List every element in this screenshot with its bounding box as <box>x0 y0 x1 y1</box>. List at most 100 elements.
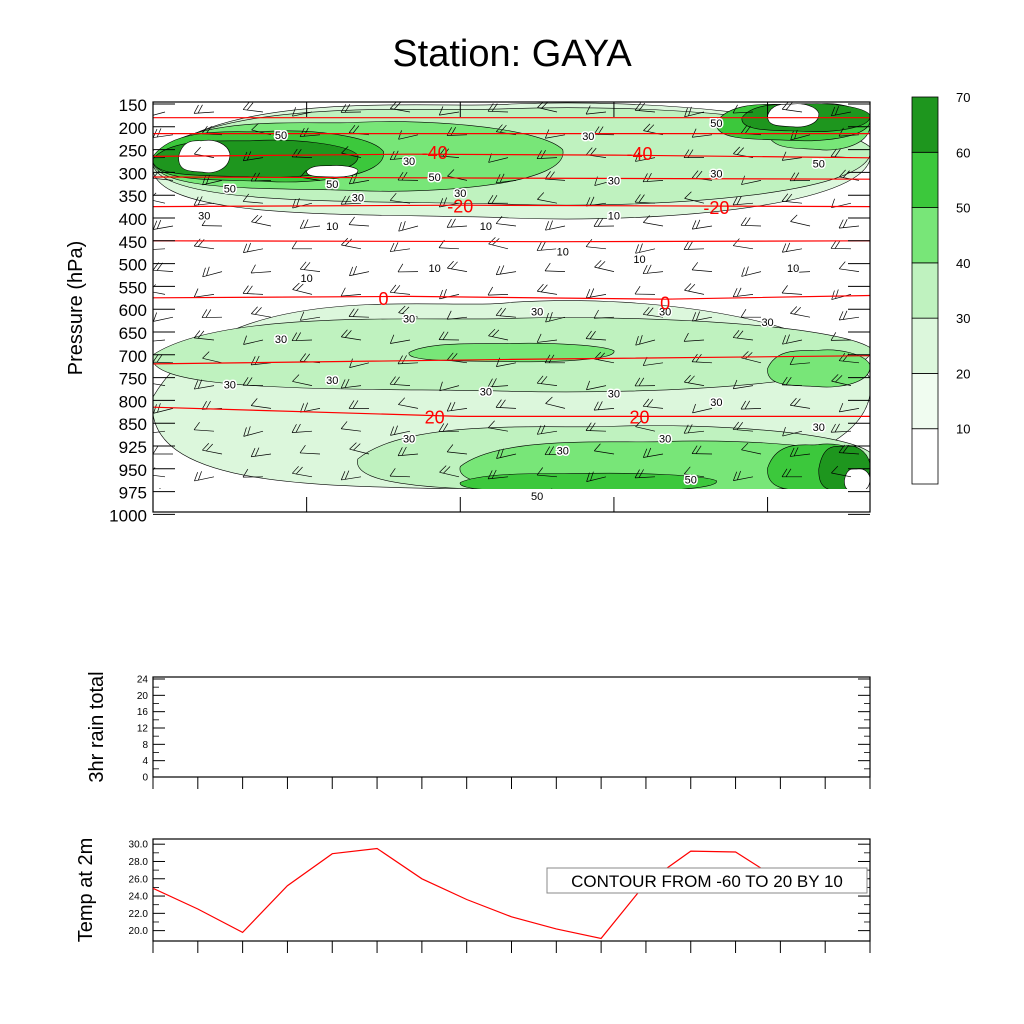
wind-barb <box>740 400 762 410</box>
wind-barb <box>838 310 860 321</box>
wind-contour-label: 30 <box>531 306 543 318</box>
wind-barb <box>545 311 566 323</box>
wind-contour-label: 50 <box>326 179 338 191</box>
wind-contour-label: 30 <box>224 379 236 391</box>
wind-barb <box>790 489 811 499</box>
wind-barb <box>496 448 517 459</box>
wind-barb <box>153 284 166 295</box>
wind-barb <box>586 380 607 391</box>
wind-barb <box>643 490 664 499</box>
wind-barb <box>153 382 166 386</box>
wind-speed-fills <box>153 102 870 489</box>
wind-contour-label: 30 <box>454 188 466 200</box>
wind-barb <box>691 262 713 272</box>
y-tick-label: 30.0 <box>129 840 149 851</box>
wind-contour-label: 30 <box>403 313 415 325</box>
wind-barb <box>536 467 558 478</box>
wind-barb <box>537 102 558 113</box>
pressure-tick-label: 450 <box>119 233 147 252</box>
pressure-tick-label: 250 <box>119 142 147 161</box>
wind-barbs <box>153 102 860 505</box>
colorbar-box <box>911 262 939 319</box>
temperature-axes: 20.0 22.0 24.0 26.0 28.0 30.0 <box>129 840 871 953</box>
temperature-contour-line <box>153 406 870 417</box>
wind-contour-label: 30 <box>326 375 338 387</box>
wind-contour-label: 30 <box>659 306 671 318</box>
wind-barb <box>250 264 272 274</box>
wind-speed-region <box>306 165 359 178</box>
wind-barb <box>153 487 165 489</box>
wind-barb <box>340 195 362 205</box>
wind-barb <box>389 284 411 295</box>
wind-barb <box>782 426 803 437</box>
wind-contour-label: 10 <box>557 246 569 258</box>
wind-barb <box>193 379 215 390</box>
wind-barb <box>634 469 656 479</box>
wind-barb <box>740 217 762 227</box>
wind-barb <box>790 306 811 318</box>
wind-barb <box>789 447 811 457</box>
temperature-contour-label: 20 <box>425 407 445 427</box>
wind-speed-region <box>767 103 820 128</box>
wind-barb <box>830 332 852 341</box>
pressure-tick-label: 550 <box>119 278 147 297</box>
wind-barb <box>495 399 517 409</box>
colorbar-box <box>911 428 939 485</box>
colorbar-box <box>911 207 939 264</box>
colorbar-label: 10 <box>956 422 970 437</box>
wind-barb <box>691 492 712 505</box>
wind-barb <box>741 266 762 277</box>
colorbar-label: 50 <box>956 201 970 216</box>
y-tick-label: 24 <box>137 675 149 686</box>
y-tick-label: 28.0 <box>129 857 149 868</box>
wind-barb <box>831 465 852 478</box>
colorbar-label: 60 <box>956 145 970 160</box>
pressure-tick-label: 300 <box>119 164 147 183</box>
wind-barb <box>439 465 460 478</box>
wind-contour-label: 30 <box>557 446 569 458</box>
wind-barb <box>446 492 467 503</box>
wind-barb <box>446 310 468 320</box>
wind-contour-label: 30 <box>403 433 415 445</box>
wind-barb <box>242 193 264 204</box>
wind-barb <box>732 287 754 298</box>
wind-barb <box>684 191 705 204</box>
rain-axes: 0 4 8 12 16 20 24 <box>137 675 871 789</box>
wind-barb <box>193 196 215 206</box>
wind-barb <box>536 375 558 386</box>
wind-barb <box>292 107 313 117</box>
y-tick-label: 20 <box>137 691 149 702</box>
pressure-tick-label: 975 <box>119 484 147 503</box>
wind-barb <box>389 334 411 344</box>
wind-barb <box>291 240 312 250</box>
rain-frame <box>152 676 871 778</box>
wind-contour-label: 30 <box>582 131 594 143</box>
wind-barb <box>635 152 656 162</box>
wind-barb <box>732 196 754 206</box>
colorbar-box <box>911 96 939 153</box>
pressure-tick-label: 650 <box>119 324 147 343</box>
colorbar-label: 20 <box>956 366 970 381</box>
wind-barb <box>585 105 607 115</box>
wind-barb <box>488 328 509 341</box>
wind-barb <box>201 309 223 318</box>
wind-barb <box>831 289 852 300</box>
wind-contour-label: 30 <box>480 386 492 398</box>
y-tick-label: 4 <box>142 756 148 767</box>
wind-barb <box>340 104 362 113</box>
wind-barb <box>389 468 411 478</box>
wind-barb <box>544 262 566 272</box>
wind-barb <box>683 466 705 478</box>
wind-barb <box>348 308 370 318</box>
wind-contour-label: 10 <box>326 221 338 233</box>
wind-barb <box>790 214 811 227</box>
wind-barb <box>488 420 509 432</box>
wind-barb <box>790 129 811 141</box>
temperature-contour-label: -20 <box>703 198 729 218</box>
wind-barb <box>495 216 517 227</box>
wind-barb <box>684 283 705 295</box>
y-tick-label: 24.0 <box>129 892 149 903</box>
contour-info-label: CONTOUR FROM -60 TO 20 BY 10 <box>571 872 843 891</box>
y-tick-label: 8 <box>142 740 148 751</box>
wind-barb <box>349 442 370 455</box>
